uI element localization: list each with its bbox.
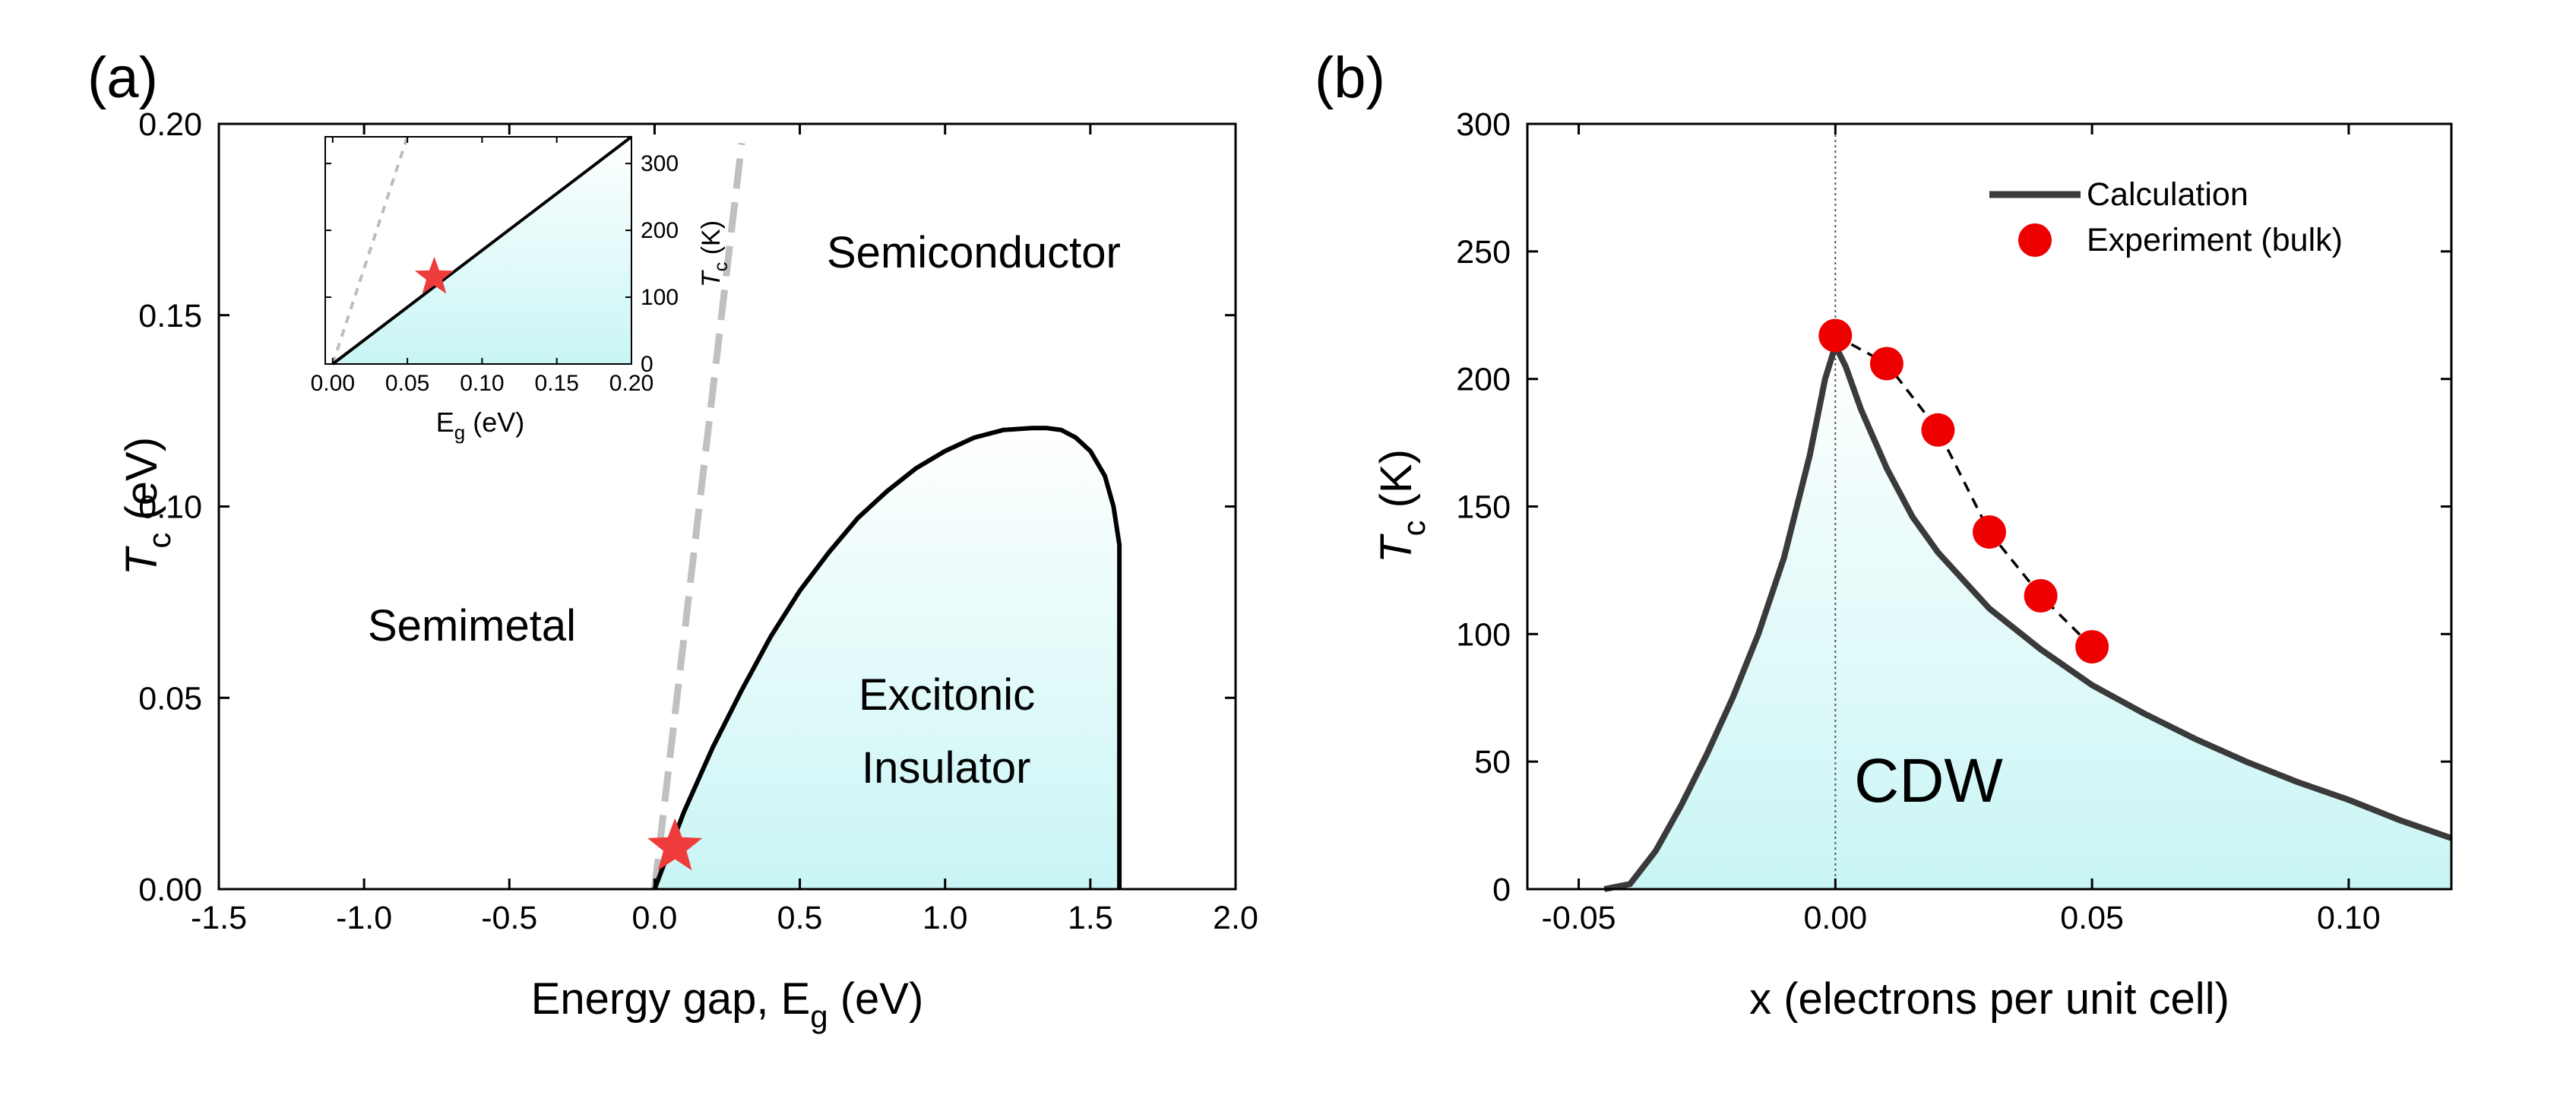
panel-a-x-axis-label: Energy gap, Eg (eV) (531, 974, 924, 1034)
inset-y-axis-label: Tc (K) (697, 220, 732, 287)
y-tick-label: 0 (641, 352, 653, 377)
region-cdw: CDW (1854, 746, 2003, 815)
region-semimetal: Semimetal (368, 601, 576, 651)
inset-excitonic-boundary (331, 135, 633, 366)
experiment-point (1869, 347, 1904, 381)
experiment-point (1973, 515, 2006, 549)
semimetal-semiconductor-boundary (650, 142, 745, 890)
panel-b-plot-area: -0.05 0.00 0.05 0.10 0 50 100 150 200 250 300 (1456, 106, 2453, 936)
inset: 0.00 0.05 0.10 0.15 0.200 100 200 300 Eg (eV) T… (311, 135, 732, 444)
x-tick-label: 0.20 (609, 371, 653, 396)
y-tick-label: 250 (1456, 234, 1511, 271)
x-tick-label: 0.05 (385, 371, 429, 396)
inset-frame (324, 136, 632, 365)
y-tick-label: 200 (641, 218, 679, 243)
region-semiconductor: Semiconductor (827, 228, 1121, 277)
panel-a-label: (a) (87, 46, 158, 110)
y-tick-label: 100 (1456, 616, 1511, 653)
experiment-point (1921, 413, 1955, 447)
legend-experiment-swatch (2018, 223, 2052, 257)
x-tick-label: 0.5 (777, 900, 823, 936)
x-tick-label: -1.0 (336, 900, 392, 936)
x-tick-label: 0.15 (535, 371, 579, 396)
panel-b: (b) -0.05 0.00 0.05 0.10050100150200250300 … (1315, 46, 2453, 1024)
y-tick-label: 300 (641, 151, 679, 176)
experiment-point (1818, 318, 1853, 353)
inset-x-axis-label: Eg (eV) (436, 407, 525, 444)
panel-a: (a) -1.5 -1.0 -0.5 0.0 0.5 1.0 1.5 2.00.000.050… (87, 46, 1258, 1034)
excitonic-insulator-boundary (652, 426, 1122, 891)
panel-b-x-axis-label: x (electrons per unit cell) (1749, 974, 2229, 1024)
x-tick-label: 0.10 (2317, 900, 2381, 936)
excitonic-insulator-fill (654, 428, 1120, 889)
y-tick-label: 100 (641, 285, 679, 310)
calculation-curve (1603, 337, 2453, 892)
y-tick-label: 50 (1474, 744, 1511, 780)
experiment-point (2024, 579, 2058, 613)
inset-star-marker (414, 256, 454, 294)
y-tick-label: 0.05 (138, 680, 202, 717)
y-tick-label: 0.00 (138, 872, 202, 908)
panel-b-label: (b) (1315, 46, 1385, 110)
cdw-region-fill (1604, 346, 2451, 889)
star-marker (647, 818, 703, 871)
y-tick-label: 0.15 (138, 298, 202, 334)
x-tick-label: -0.5 (481, 900, 537, 936)
y-tick-label: 300 (1456, 106, 1511, 143)
inset-boundary-dotted (331, 136, 409, 365)
x-tick-label: 0.00 (1803, 900, 1867, 936)
panel-a-plot-area: -1.5 -1.0 -0.5 0.0 0.5 1.0 1.5 2.00.000.050.100… (138, 106, 1258, 936)
x-tick-label: 2.0 (1213, 900, 1258, 936)
y-tick-label: 200 (1456, 362, 1511, 398)
x-tick-label: -1.5 (191, 900, 247, 936)
x-tick-label: 0.00 (311, 371, 355, 396)
panel-a-y-axis-label: Tc (eV) (117, 437, 177, 575)
y-tick-label: 0 (1492, 872, 1511, 908)
x-tick-label: 1.5 (1068, 900, 1113, 936)
region-insulator: Insulator (862, 743, 1030, 793)
y-tick-label: 0.10 (138, 489, 202, 526)
legend: Calculation Experiment (bulk) (1989, 176, 2343, 258)
y-tick-label: 0.20 (138, 106, 202, 143)
x-tick-label: 0.05 (2060, 900, 2124, 936)
y-tick-label: 150 (1456, 489, 1511, 526)
legend-calculation-label: Calculation (2087, 176, 2248, 213)
x-tick-label: -0.05 (1542, 900, 1616, 936)
experiment-point (2075, 630, 2109, 664)
region-excitonic: Excitonic (859, 670, 1035, 720)
legend-experiment-label: Experiment (bulk) (2087, 222, 2343, 258)
x-tick-label: 0.10 (460, 371, 504, 396)
x-tick-label: 0.0 (632, 900, 678, 936)
x-tick-label: 1.0 (922, 900, 968, 936)
panel-b-y-axis-label: Tc (K) (1372, 449, 1432, 563)
